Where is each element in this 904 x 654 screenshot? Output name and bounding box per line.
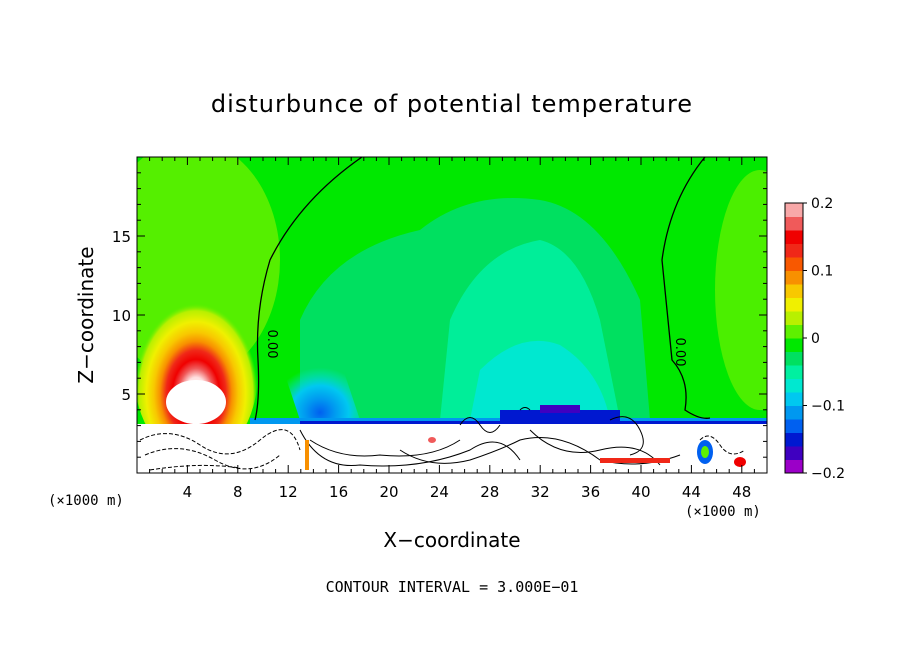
x-tick-label: 20 (379, 483, 398, 501)
x-axis: 4 8 12 16 20 24 28 32 36 40 44 48 (149, 157, 755, 501)
colorbar-swatch (785, 446, 803, 460)
colorbar-swatch (785, 324, 803, 339)
x-tick-label: 8 (233, 483, 243, 501)
y-tick-label: 15 (112, 228, 131, 246)
colorbar-swatch (785, 419, 803, 433)
x-tick-label: 36 (581, 483, 600, 501)
colorbar-tick-label: 0.2 (811, 196, 833, 212)
colorbar-swatch (785, 203, 803, 217)
colorbar-swatch (785, 392, 803, 406)
colorbar-swatch (785, 338, 803, 352)
x-tick-label: 32 (531, 483, 550, 501)
colorbar-ticks: 0.2 0.1 0 −0.1 −0.2 (803, 196, 845, 482)
colorbar-swatch (785, 270, 803, 285)
colorbar-tick-label: −0.2 (811, 466, 845, 482)
colorbar-swatch (785, 365, 803, 379)
contour-label-left: 0.00 (264, 330, 279, 359)
x-unit-right: (×1000 m) (685, 504, 761, 520)
colorbar-swatch (785, 216, 803, 231)
x-tick-label: 28 (480, 483, 499, 501)
colorbar-swatch (785, 459, 803, 474)
contour-interval-label: CONTOUR INTERVAL = 3.000E−01 (326, 578, 579, 596)
colorbar-swatch (785, 284, 803, 298)
x-tick-label: 12 (279, 483, 298, 501)
x-tick-label: 16 (329, 483, 348, 501)
x-tick-label: 48 (732, 483, 751, 501)
colorbar-swatch (785, 432, 803, 447)
x-tick-label: 44 (682, 483, 701, 501)
x-tick-label: 4 (183, 483, 193, 501)
y-axis: 5 10 15 (112, 172, 767, 458)
colorbar-swatch (785, 378, 803, 393)
chart-title: disturbunce of potential temperature (211, 90, 693, 118)
colorbar-swatch (785, 297, 803, 312)
x-tick-label: 24 (430, 483, 449, 501)
colorbar (784, 202, 804, 474)
colorbar-tick-label: 0 (811, 331, 820, 347)
x-unit-left: (×1000 m) (48, 493, 124, 509)
y-tick-label: 10 (112, 307, 131, 325)
contour-label-right: 0.00 (672, 338, 687, 367)
contour-field (137, 157, 767, 473)
colorbar-swatch (785, 405, 803, 420)
y-tick-label: 5 (121, 386, 131, 404)
colorbar-swatch (785, 243, 803, 258)
x-axis-label: X−coordinate (383, 528, 520, 552)
colorbar-swatch (785, 311, 803, 325)
colorbar-swatch (785, 230, 803, 244)
x-tick-label: 40 (631, 483, 650, 501)
colorbar-tick-label: −0.1 (811, 399, 845, 415)
colorbar-swatch (785, 257, 803, 271)
colorbar-swatch (785, 351, 803, 366)
y-axis-label: Z−coordinate (74, 246, 98, 383)
colorbar-tick-label: 0.1 (811, 264, 833, 280)
